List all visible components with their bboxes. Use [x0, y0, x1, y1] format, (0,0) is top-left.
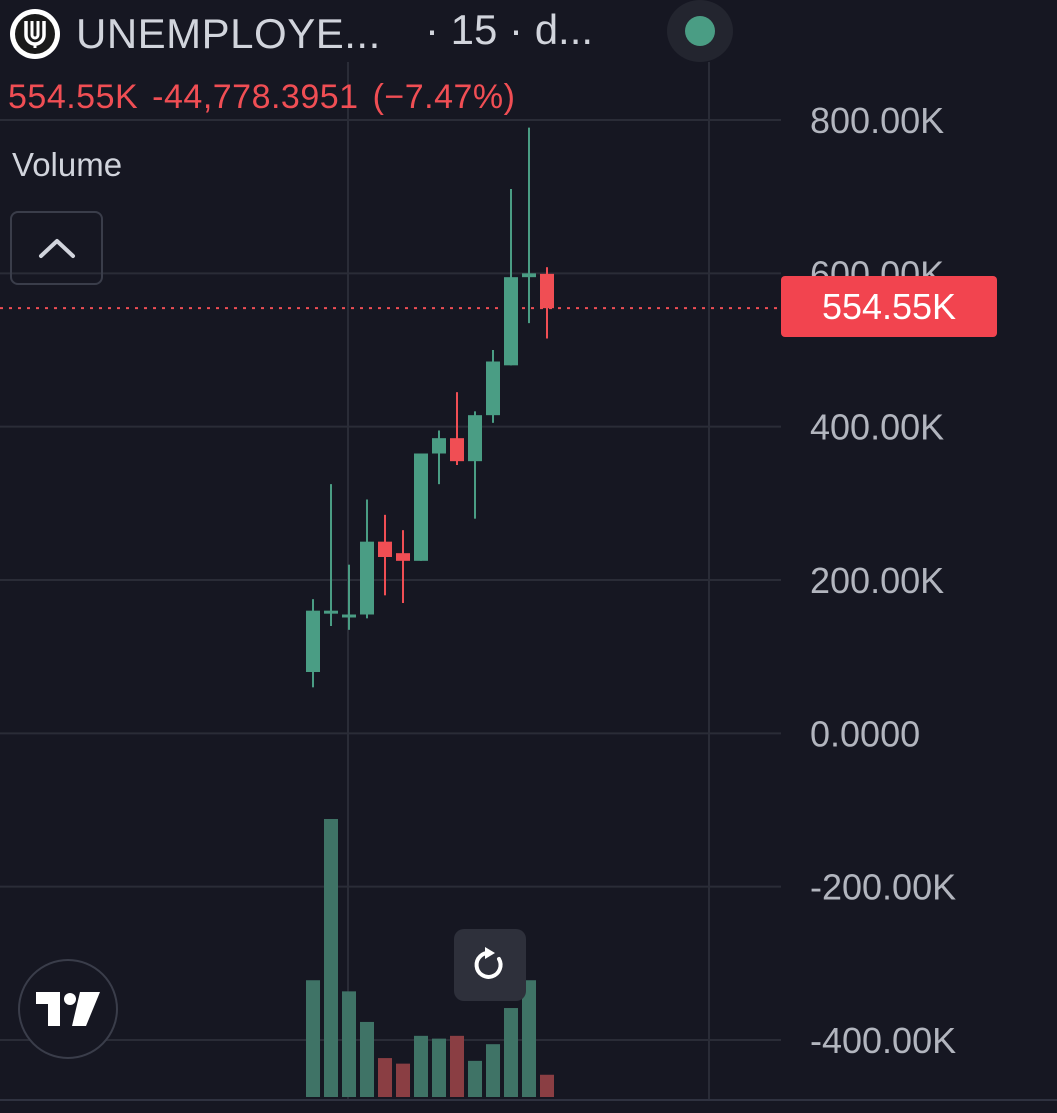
market-status-indicator[interactable]	[667, 0, 733, 62]
price-axis: 800.00K600.00K400.00K200.00K0.0000-200.0…	[810, 100, 956, 1061]
price-change: -44,778.3951	[152, 78, 359, 116]
candle-body	[432, 438, 446, 454]
collapse-legend-button[interactable]	[10, 211, 103, 285]
candle-body	[396, 553, 410, 561]
y-tick-label: 200.00K	[810, 560, 944, 601]
volume-bars	[306, 819, 554, 1097]
volume-indicator-label: Volume	[12, 146, 123, 183]
candle-body	[468, 415, 482, 462]
volume-bar	[342, 991, 356, 1097]
tradingview-icon	[36, 992, 100, 1026]
price-summary: 554.55K -44,778.3951 (−7.47%)	[8, 78, 529, 117]
volume-bar	[504, 1008, 518, 1097]
volume-bar	[360, 1021, 374, 1097]
status-dot-icon	[685, 16, 715, 46]
current-price-tag: 554.55K	[781, 276, 997, 337]
candle-body	[450, 438, 464, 462]
y-tick-label: -200.00K	[810, 867, 956, 908]
volume-bar	[324, 819, 338, 1097]
tradingview-logo[interactable]	[18, 959, 118, 1059]
volume-bar	[306, 980, 320, 1097]
y-tick-label: 800.00K	[810, 100, 944, 141]
candle-body	[378, 541, 392, 557]
candle-body	[414, 453, 428, 561]
candle-body	[504, 277, 518, 366]
candle-body	[360, 541, 374, 615]
symbol-title: UNEMPLOYE...	[76, 10, 381, 57]
candlesticks	[306, 127, 554, 688]
volume-bar	[450, 1035, 464, 1097]
candle-body	[324, 610, 338, 614]
volume-bar	[540, 1074, 554, 1097]
volume-bar	[378, 1058, 392, 1097]
candle-body	[540, 273, 554, 309]
volume-bar	[414, 1035, 428, 1097]
reset-chart-button[interactable]	[454, 929, 526, 1001]
last-price: 554.55K	[8, 78, 139, 116]
symbol-logo-icon	[10, 9, 60, 59]
candle-body	[342, 614, 356, 618]
y-tick-label: -400.00K	[810, 1020, 956, 1061]
volume-bar	[522, 980, 536, 1097]
symbol-header[interactable]: UNEMPLOYE...	[10, 6, 381, 62]
chevron-up-icon	[38, 239, 75, 258]
volume-bar	[468, 1060, 482, 1097]
y-tick-label: 0.0000	[810, 713, 920, 754]
grid-lines	[0, 62, 1057, 1101]
reset-icon	[474, 947, 503, 979]
volume-bar	[432, 1038, 446, 1097]
candle-body	[486, 361, 500, 416]
volume-bar	[396, 1063, 410, 1097]
candle-body	[306, 610, 320, 672]
candle-body	[522, 273, 536, 278]
y-tick-label: 400.00K	[810, 407, 944, 448]
price-change-percent: (−7.47%)	[372, 78, 516, 116]
interval-label[interactable]: · 15 · d...	[425, 6, 594, 53]
volume-bar	[486, 1044, 500, 1097]
